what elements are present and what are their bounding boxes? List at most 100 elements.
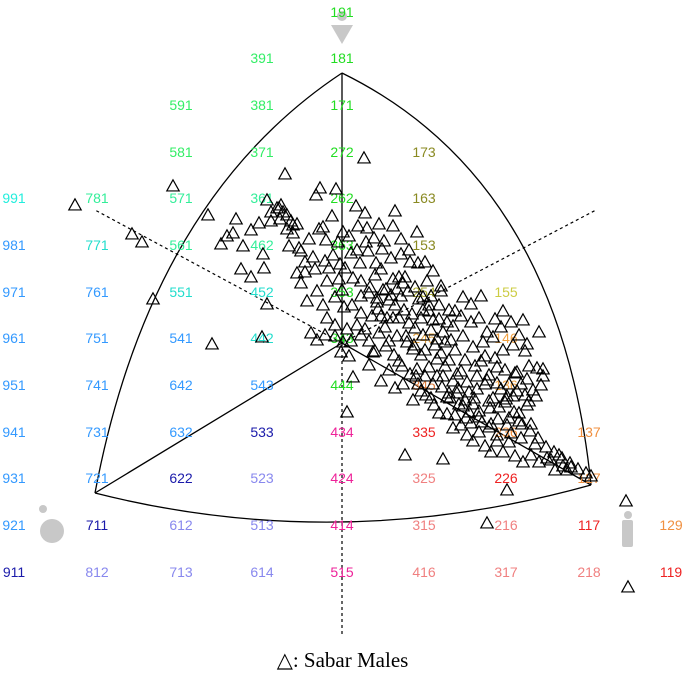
data-point-triangle <box>417 368 433 382</box>
data-point-triangle <box>418 387 434 401</box>
left-circle-icon <box>39 505 64 543</box>
data-points <box>67 150 636 593</box>
grid-label-713: 713 <box>169 564 193 580</box>
data-point-triangle <box>457 352 473 366</box>
data-point-triangle <box>459 427 475 441</box>
grid-label-543: 543 <box>250 377 274 393</box>
data-point-triangle <box>272 211 288 225</box>
dotted-axes <box>94 209 597 635</box>
data-point-triangle <box>368 255 384 269</box>
data-point-triangle <box>364 308 380 322</box>
grid-label-171: 171 <box>330 97 354 113</box>
data-point-triangle <box>570 461 586 475</box>
data-point-triangle <box>341 348 357 362</box>
data-point-triangle <box>330 234 346 248</box>
data-point-triangle <box>458 410 474 424</box>
axis-upperleft-dotted <box>94 209 343 344</box>
data-point-triangle <box>293 275 309 289</box>
grid-label-462: 462 <box>250 237 274 253</box>
grid-label-335: 335 <box>412 424 436 440</box>
data-point-triangle <box>447 303 463 317</box>
grid-label-153: 153 <box>412 237 436 253</box>
data-point-triangle <box>429 331 445 345</box>
grid-label-961: 961 <box>2 330 26 346</box>
grid-label-991: 991 <box>2 190 26 206</box>
data-point-triangle <box>474 414 490 428</box>
data-point-triangle <box>378 338 394 352</box>
data-point-triangle <box>463 296 479 310</box>
axis-right-solid <box>341 342 592 486</box>
data-point-triangle <box>333 344 349 358</box>
data-point-triangle <box>447 342 463 356</box>
data-point-triangle <box>495 444 511 458</box>
data-point-triangle <box>377 319 393 333</box>
data-point-triangle <box>376 233 392 247</box>
data-point-triangle <box>386 347 402 361</box>
grid-label-721: 721 <box>85 470 109 486</box>
data-point-triangle <box>321 260 337 274</box>
data-point-triangle <box>405 341 421 355</box>
data-point-triangle <box>620 579 636 593</box>
data-point-triangle <box>503 425 519 439</box>
data-point-triangle <box>233 261 249 275</box>
data-point-triangle <box>407 320 423 334</box>
data-point-triangle <box>259 192 275 206</box>
grid-label-781: 781 <box>85 190 109 206</box>
data-point-triangle <box>481 367 497 381</box>
data-point-triangle <box>477 376 493 390</box>
data-point-triangle <box>357 205 373 219</box>
grid-label-561: 561 <box>169 237 193 253</box>
data-point-triangle <box>445 420 461 434</box>
data-point-triangle <box>235 238 251 252</box>
grid-label-137: 137 <box>577 424 601 440</box>
data-point-triangle <box>465 433 481 447</box>
data-point-triangle <box>441 352 457 366</box>
data-point-triangle <box>475 334 491 348</box>
grid-label-513: 513 <box>250 517 274 533</box>
data-point-triangle <box>373 373 389 387</box>
grid-label-262: 262 <box>330 190 354 206</box>
grid-label-155: 155 <box>494 284 518 300</box>
data-point-triangle <box>530 430 546 444</box>
data-point-triangle <box>343 245 359 259</box>
data-point-triangle <box>279 207 295 221</box>
grid-label-711: 711 <box>86 517 109 533</box>
grid-label-515: 515 <box>330 564 354 580</box>
grid-label-533: 533 <box>250 424 274 440</box>
data-point-triangle <box>515 454 531 468</box>
data-point-triangle <box>417 254 433 268</box>
data-point-triangle <box>335 224 351 238</box>
data-point-triangle <box>389 328 405 342</box>
data-point-triangle <box>291 240 307 254</box>
data-point-triangle <box>324 208 340 222</box>
triangle-frame <box>94 72 592 523</box>
grid-label-931: 931 <box>2 470 26 486</box>
data-point-triangle <box>551 447 567 461</box>
data-point-triangle <box>517 343 533 357</box>
grid-label-541: 541 <box>169 330 193 346</box>
grid-label-119: 119 <box>660 564 683 580</box>
data-point-triangle <box>385 218 401 232</box>
data-point-triangle <box>381 362 397 376</box>
data-point-triangle <box>396 302 412 316</box>
data-point-triangle <box>319 310 335 324</box>
data-point-triangle <box>449 366 465 380</box>
data-point-triangle <box>328 181 344 195</box>
data-point-triangle <box>535 368 551 382</box>
data-point-triangle <box>371 216 387 230</box>
data-point-triangle <box>275 204 291 218</box>
data-point-triangle <box>315 219 331 233</box>
frame-arc-right <box>341 72 592 486</box>
data-point-triangle <box>359 220 375 234</box>
data-point-triangle <box>426 397 442 411</box>
data-point-triangle <box>335 334 351 348</box>
grid-label-921: 921 <box>2 517 26 533</box>
data-point-triangle <box>367 343 383 357</box>
data-point-triangle <box>259 296 275 310</box>
data-point-triangle <box>519 397 535 411</box>
grid-label-551: 551 <box>169 284 193 300</box>
data-point-triangle <box>445 318 461 332</box>
data-point-triangle <box>469 368 485 382</box>
data-point-triangle <box>490 411 506 425</box>
data-point-triangle <box>200 207 216 221</box>
